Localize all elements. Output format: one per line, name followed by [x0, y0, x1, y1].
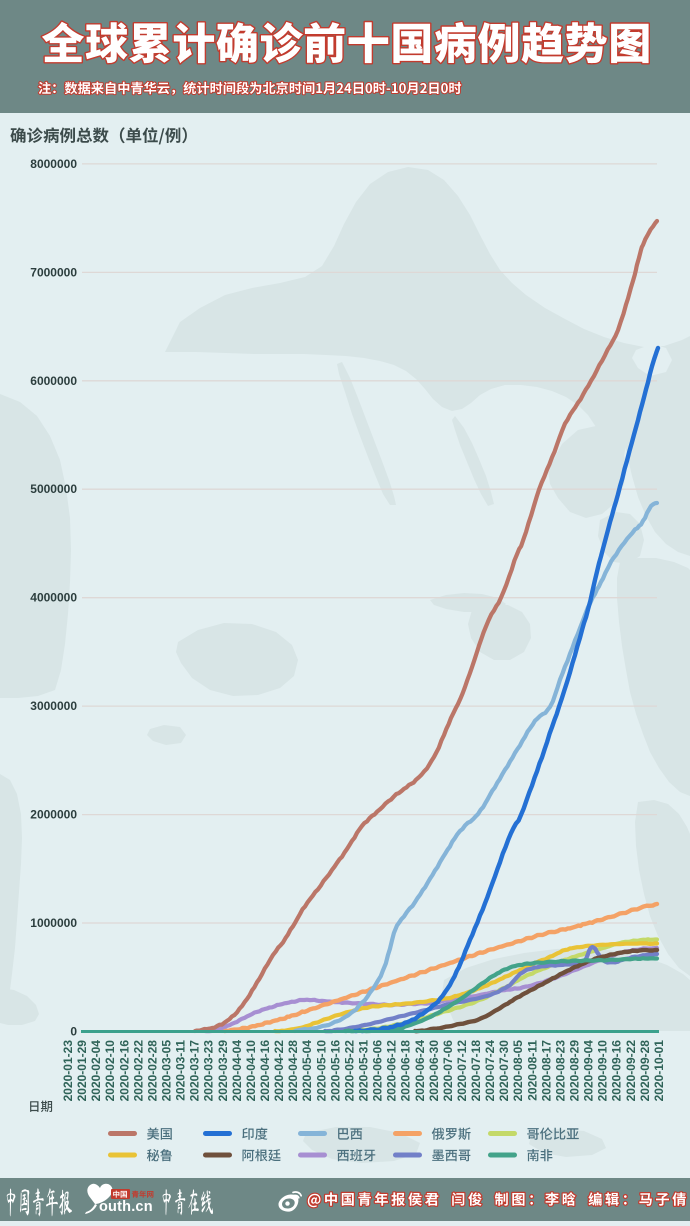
svg-text:2020-02-28: 2020-02-28: [145, 1040, 159, 1102]
svg-text:4000000: 4000000: [30, 591, 77, 605]
svg-text:2020-06-12: 2020-06-12: [385, 1040, 399, 1102]
svg-text:2020-05-22: 2020-05-22: [342, 1040, 356, 1102]
svg-text:2020-08-05: 2020-08-05: [511, 1040, 525, 1102]
svg-text:2020-01-29: 2020-01-29: [75, 1040, 89, 1102]
svg-text:2020-08-29: 2020-08-29: [568, 1040, 582, 1102]
svg-text:2020-07-24: 2020-07-24: [483, 1040, 497, 1102]
svg-text:6000000: 6000000: [30, 374, 77, 388]
svg-text:8000000: 8000000: [30, 157, 77, 171]
svg-text:2020-07-06: 2020-07-06: [441, 1040, 455, 1102]
svg-text:2020-01-23: 2020-01-23: [61, 1040, 75, 1102]
svg-text:2020-04-10: 2020-04-10: [244, 1040, 258, 1102]
svg-text:2020-07-30: 2020-07-30: [497, 1040, 511, 1102]
svg-text:2020-04-22: 2020-04-22: [272, 1040, 286, 1102]
svg-text:2020-05-04: 2020-05-04: [300, 1040, 314, 1102]
svg-text:3000000: 3000000: [30, 699, 77, 713]
svg-text:2020-10-01: 2020-10-01: [652, 1040, 666, 1102]
svg-text:2020-03-11: 2020-03-11: [174, 1040, 188, 1101]
svg-text:2020-02-16: 2020-02-16: [117, 1040, 131, 1102]
svg-text:2020-04-28: 2020-04-28: [286, 1040, 300, 1102]
svg-text:1000000: 1000000: [30, 916, 77, 930]
svg-text:2020-09-04: 2020-09-04: [582, 1040, 596, 1102]
svg-text:2020-09-10: 2020-09-10: [596, 1040, 610, 1102]
svg-text:2000000: 2000000: [30, 808, 77, 822]
svg-text:2020-04-04: 2020-04-04: [230, 1040, 244, 1102]
svg-text:7000000: 7000000: [30, 265, 77, 279]
svg-text:outh.cn: outh.cn: [99, 1199, 153, 1215]
svg-text:2020-05-16: 2020-05-16: [328, 1040, 342, 1102]
svg-text:2020-07-18: 2020-07-18: [469, 1040, 483, 1102]
svg-text:2020-08-11: 2020-08-11: [525, 1040, 539, 1101]
svg-text:2020-03-23: 2020-03-23: [202, 1040, 216, 1102]
svg-text:2020-06-30: 2020-06-30: [427, 1040, 441, 1102]
svg-text:2020-07-12: 2020-07-12: [455, 1040, 469, 1102]
svg-text:2020-09-22: 2020-09-22: [624, 1040, 638, 1102]
svg-text:2020-06-18: 2020-06-18: [399, 1040, 413, 1102]
svg-text:2020-03-17: 2020-03-17: [188, 1040, 202, 1102]
svg-text:2020-06-06: 2020-06-06: [371, 1040, 385, 1102]
svg-text:2020-06-24: 2020-06-24: [413, 1040, 427, 1102]
svg-text:2020-09-16: 2020-09-16: [610, 1040, 624, 1102]
svg-text:2020-09-28: 2020-09-28: [638, 1040, 652, 1102]
svg-text:5000000: 5000000: [30, 482, 77, 496]
svg-text:2020-02-10: 2020-02-10: [103, 1040, 117, 1102]
svg-text:2020-04-16: 2020-04-16: [258, 1040, 272, 1102]
svg-text:2020-03-05: 2020-03-05: [160, 1040, 174, 1102]
svg-text:2020-03-29: 2020-03-29: [216, 1040, 230, 1102]
svg-text:2020-05-10: 2020-05-10: [314, 1040, 328, 1102]
svg-text:2020-05-31: 2020-05-31: [357, 1040, 371, 1102]
svg-text:2020-02-04: 2020-02-04: [89, 1040, 103, 1102]
svg-text:2020-02-22: 2020-02-22: [131, 1040, 145, 1102]
svg-text:0: 0: [70, 1025, 77, 1039]
svg-text:2020-08-23: 2020-08-23: [554, 1040, 568, 1102]
svg-text:2020-08-17: 2020-08-17: [539, 1040, 553, 1102]
